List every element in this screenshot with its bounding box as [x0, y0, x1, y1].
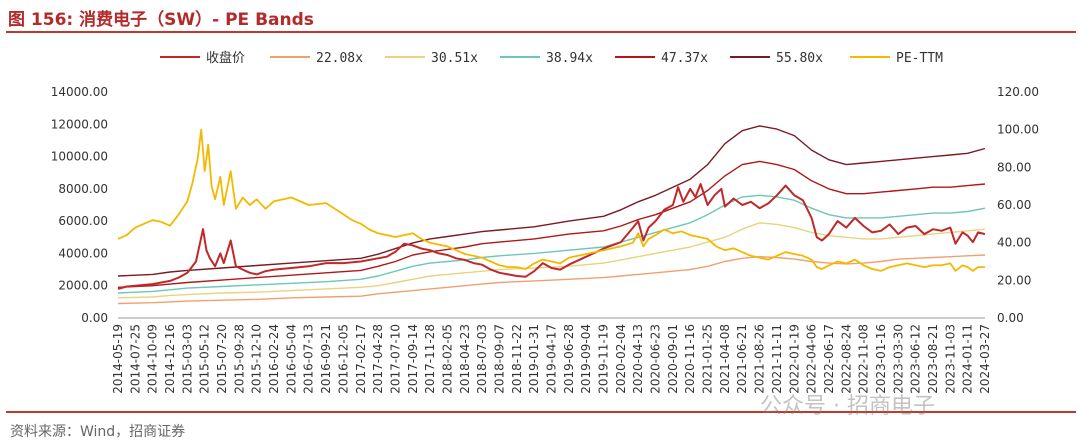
source-note: 资料来源：Wind，招商证券 — [10, 424, 186, 440]
series-line-band-2 — [117, 222, 986, 299]
x-tick-label: 2024-01-11 — [961, 324, 975, 394]
y-left-tick-label: 8000.00 — [58, 182, 108, 196]
x-tick-label: 2023-01-16 — [874, 324, 888, 394]
x-tick-label: 2017-11-28 — [423, 324, 437, 394]
y-right-tick-label: 80.00 — [997, 160, 1031, 174]
x-tick-label: 2014-12-16 — [163, 324, 177, 394]
x-tick-label: 2016-12-05 — [336, 324, 350, 394]
x-tick-label: 2016-02-24 — [267, 324, 281, 394]
y-left-tick-label: 0.00 — [81, 311, 108, 325]
x-tick-label: 2022-01-19 — [787, 324, 801, 394]
x-tick-label: 2018-07-03 — [475, 324, 489, 394]
x-tick-label: 2019-06-28 — [562, 324, 576, 394]
x-tick-label: 2021-08-26 — [753, 324, 767, 394]
legend-label: PE-TTM — [896, 51, 943, 66]
x-tick-label: 2019-09-04 — [579, 324, 593, 394]
series-line-band-1 — [117, 254, 986, 305]
y-left-tick-label: 2000.00 — [58, 279, 108, 293]
x-tick-label: 2022-08-24 — [839, 324, 853, 394]
legend-label: 30.51x — [431, 51, 478, 66]
x-tick-label: 2018-09-07 — [492, 324, 506, 394]
x-tick-label: 2018-02-05 — [440, 324, 454, 394]
x-tick-label: 2016-09-21 — [319, 324, 333, 394]
x-tick-label: 2014-07-25 — [128, 324, 142, 394]
title-bar: 图 156: 消费电子（SW）- PE Bands — [6, 3, 1076, 31]
x-tick-label: 2014-10-09 — [146, 324, 160, 394]
x-tick-label: 2023-06-12 — [909, 324, 923, 394]
x-tick-label: 2019-04-17 — [545, 324, 559, 394]
y-left-tick-label: 12000.00 — [51, 117, 108, 131]
x-tick-label: 2017-02-17 — [354, 324, 368, 394]
x-tick-label: 2022-11-08 — [857, 324, 871, 394]
x-tick-label: 2021-06-21 — [735, 324, 749, 394]
x-tick-label: 2022-04-06 — [805, 324, 819, 394]
legend-label: 22.08x — [316, 51, 363, 66]
x-tick-label: 2017-04-28 — [371, 324, 385, 394]
x-tick-label: 2015-03-03 — [180, 324, 194, 394]
legend-label: 收盘价 — [206, 50, 245, 66]
y-left-tick-label: 14000.00 — [51, 85, 108, 99]
legend-label: 47.37x — [661, 51, 708, 66]
x-tick-label: 2021-01-25 — [701, 324, 715, 394]
series-line-band-4 — [117, 160, 986, 288]
legend-label: 55.80x — [776, 51, 823, 66]
x-tick-label: 2015-05-12 — [198, 324, 212, 394]
x-tick-label: 2017-09-14 — [406, 324, 420, 394]
x-tick-label: 2020-02-04 — [614, 324, 628, 394]
y-left-tick-label: 10000.00 — [51, 150, 108, 164]
footer-divider — [6, 411, 1076, 413]
x-tick-label: 2023-03-30 — [891, 324, 905, 394]
y-left-tick-label: 6000.00 — [58, 214, 108, 228]
y-left-tick-label: 4000.00 — [58, 246, 108, 260]
x-tick-label: 2020-11-16 — [683, 324, 697, 394]
y-right-tick-label: 60.00 — [997, 198, 1031, 212]
x-tick-label: 2023-11-03 — [943, 324, 957, 394]
x-tick-label: 2023-08-21 — [926, 324, 940, 394]
chart-title: 图 156: 消费电子（SW）- PE Bands — [8, 10, 314, 30]
x-tick-label: 2015-07-20 — [215, 324, 229, 394]
x-tick-label: 2017-07-10 — [388, 324, 402, 394]
series-line-band-3 — [117, 194, 986, 294]
x-tick-label: 2020-09-01 — [666, 324, 680, 394]
watermark: 公众号 · 招商电子 — [760, 394, 935, 419]
x-tick-label: 2015-12-10 — [250, 324, 264, 394]
x-tick-label: 2016-05-04 — [284, 324, 298, 394]
x-tick-label: 2021-04-08 — [718, 324, 732, 394]
x-tick-label: 2018-11-22 — [510, 324, 524, 394]
x-tick-label: 2024-03-27 — [978, 324, 992, 394]
x-tick-label: 2018-04-23 — [458, 324, 472, 394]
x-tick-label: 2020-04-13 — [631, 324, 645, 394]
x-tick-label: 2019-11-19 — [597, 324, 611, 394]
x-tick-label: 2014-05-19 — [111, 324, 125, 394]
series-line-band-5 — [117, 125, 986, 277]
x-tick-label: 2022-06-17 — [822, 324, 836, 394]
x-tick-label: 2020-06-23 — [649, 324, 663, 394]
x-tick-label: 2019-01-31 — [527, 324, 541, 394]
x-tick-label: 2015-09-28 — [232, 324, 246, 394]
y-right-tick-label: 120.00 — [997, 85, 1039, 99]
series-line-pe-ttm — [117, 128, 985, 272]
y-right-tick-label: 0.00 — [997, 311, 1024, 325]
x-tick-label: 2016-07-13 — [302, 324, 316, 394]
x-tick-label: 2021-11-11 — [770, 324, 784, 394]
title-divider — [6, 31, 1076, 33]
legend-label: 38.94x — [546, 51, 593, 66]
y-right-tick-label: 100.00 — [997, 123, 1039, 137]
y-right-tick-label: 20.00 — [997, 273, 1031, 287]
y-right-tick-label: 40.00 — [997, 236, 1031, 250]
